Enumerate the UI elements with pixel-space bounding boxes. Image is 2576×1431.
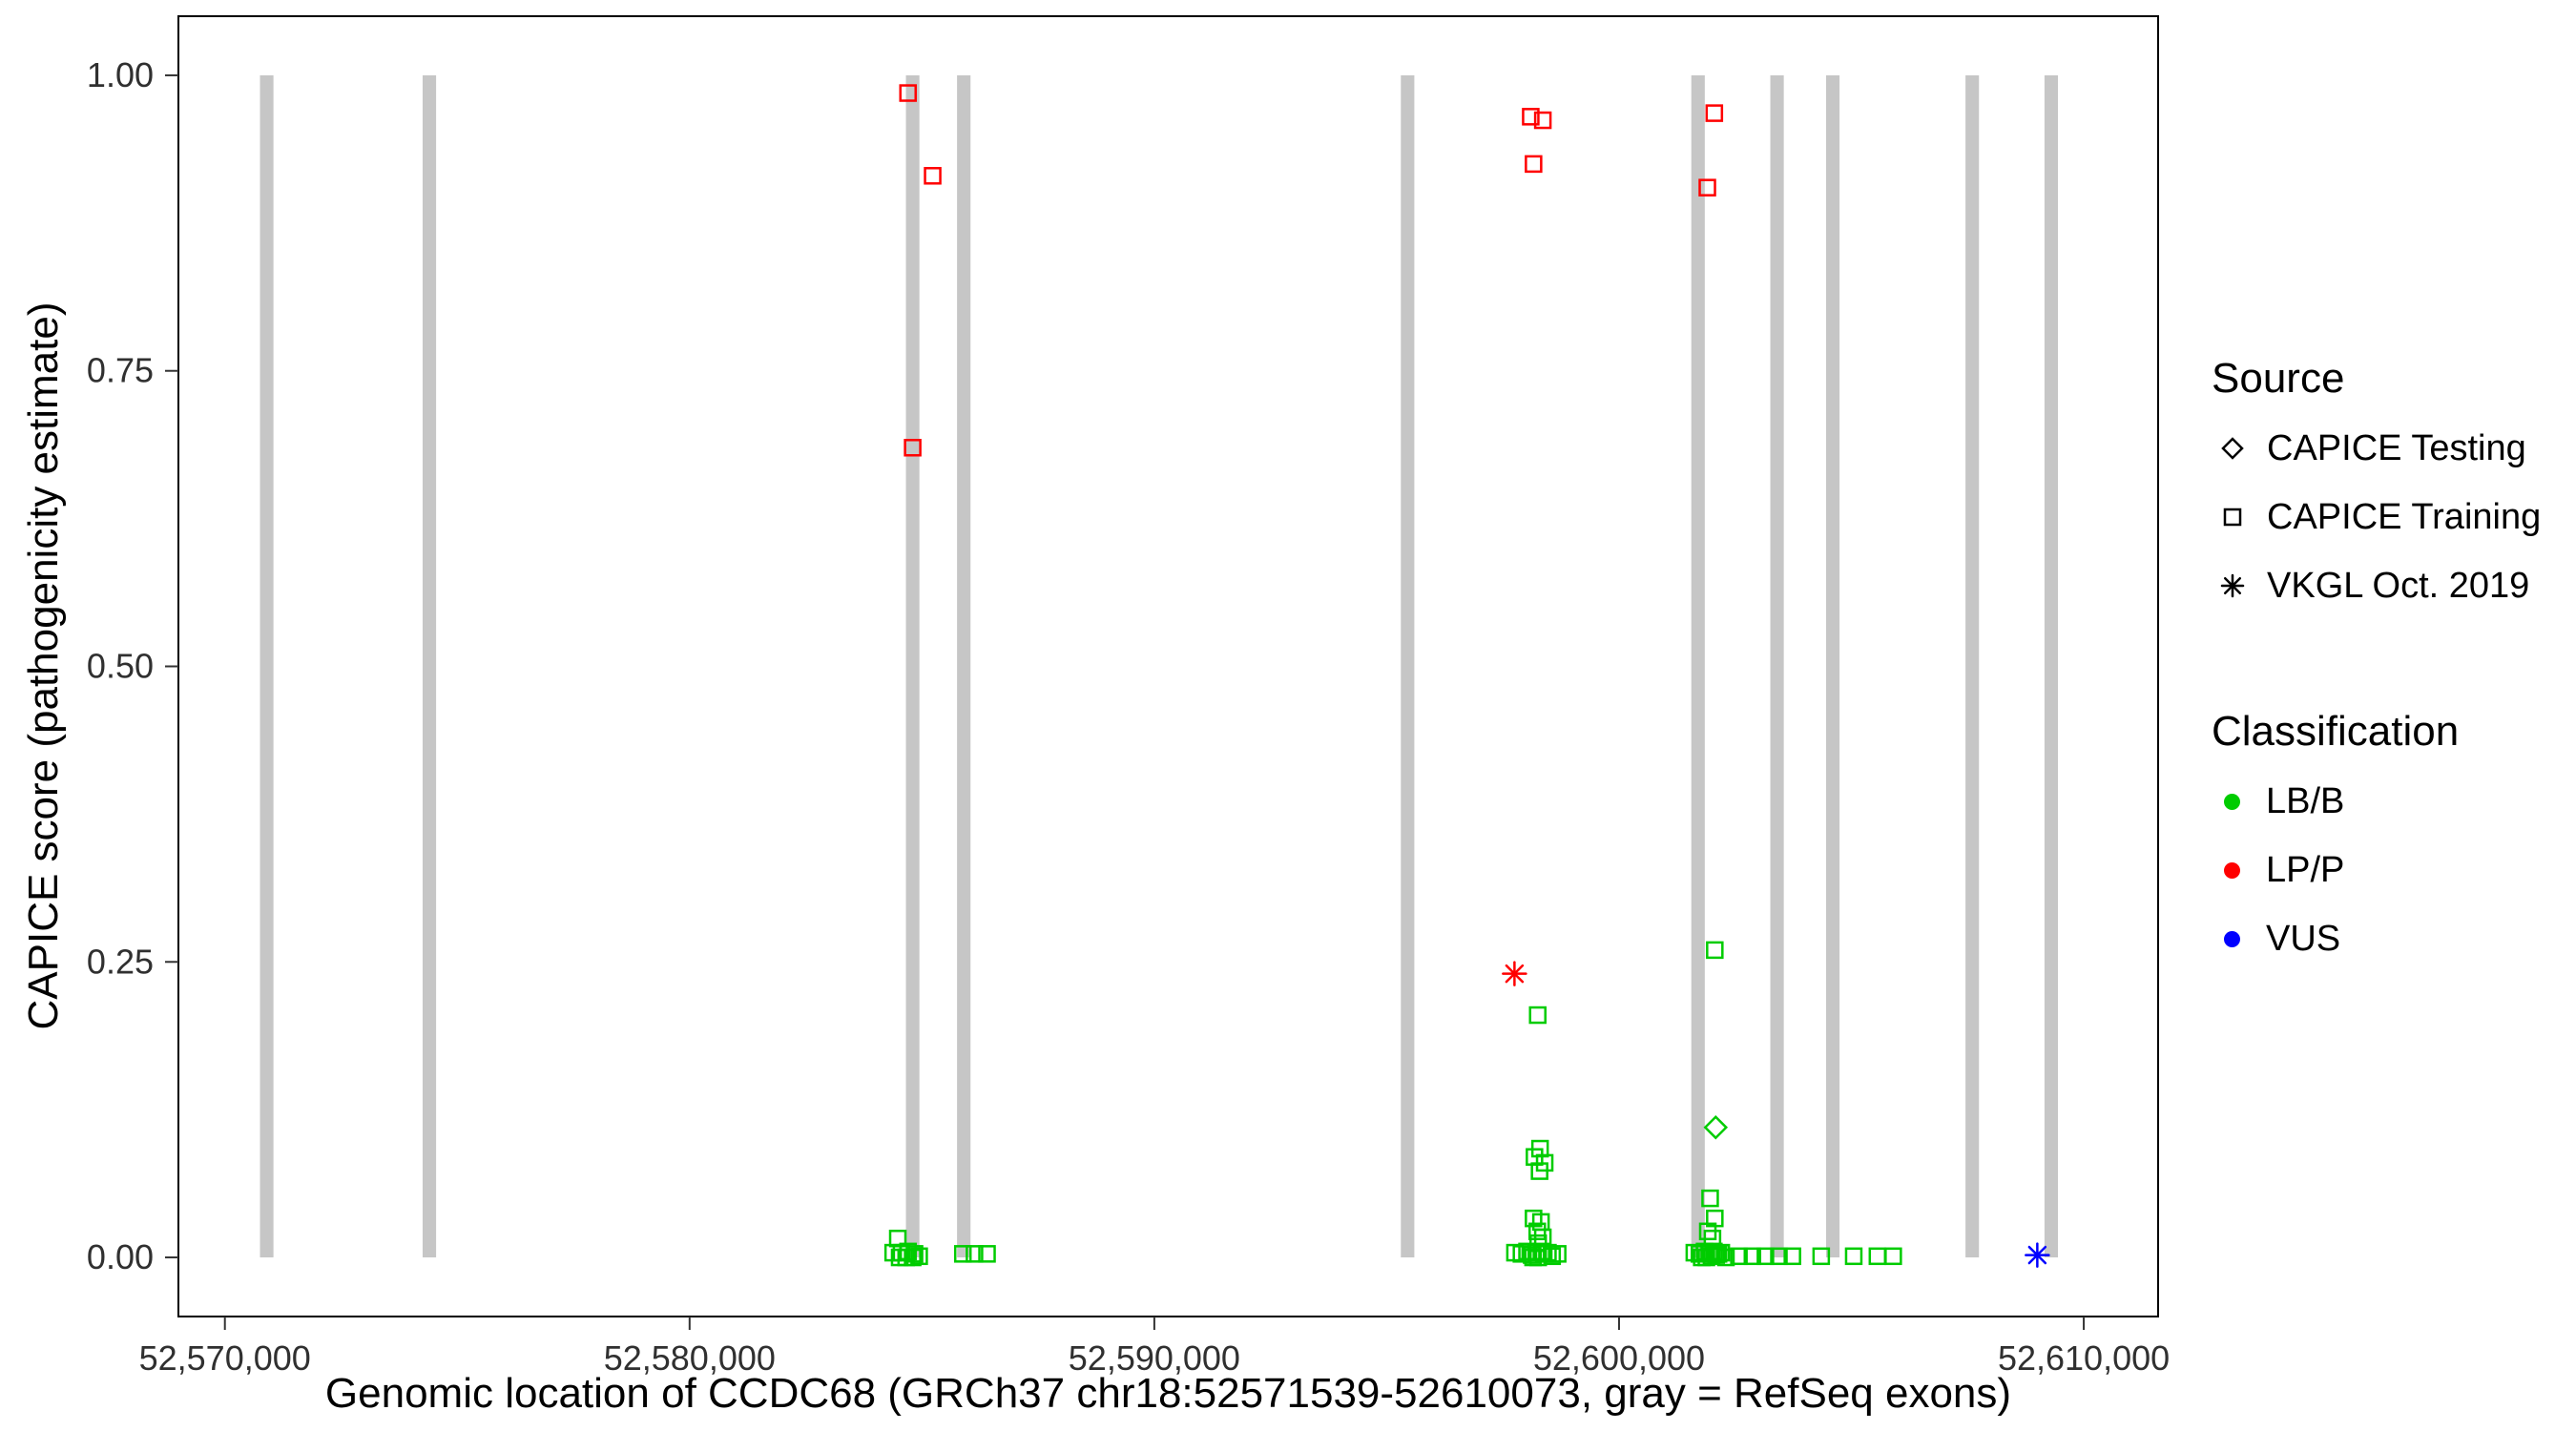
legend-source-title: Source bbox=[2212, 355, 2345, 402]
exon-bar bbox=[2044, 74, 2059, 1258]
x-axis-title: Genomic location of CCDC68 (GRCh37 chr18… bbox=[324, 1370, 2012, 1417]
data-point-square bbox=[1770, 1247, 1788, 1266]
x-tick-label: 52,590,000 bbox=[1069, 1338, 1240, 1378]
data-point-square bbox=[1707, 1246, 1726, 1264]
data-point-square bbox=[1527, 1222, 1547, 1241]
data-point-square bbox=[1530, 1162, 1548, 1180]
data-point-square bbox=[1525, 155, 1543, 174]
data-point-square bbox=[1706, 941, 1724, 960]
y-tick-label: 0.50 bbox=[87, 647, 154, 686]
circle-icon bbox=[2224, 930, 2240, 947]
exon-bar bbox=[1691, 74, 1705, 1258]
data-point-square bbox=[910, 1247, 928, 1266]
data-point-square bbox=[1812, 1247, 1831, 1266]
legend-item-label: LP/P bbox=[2266, 849, 2345, 890]
data-point-square bbox=[1701, 1189, 1719, 1208]
exon-bar bbox=[1825, 74, 1840, 1258]
x-tick-label: 52,570,000 bbox=[139, 1338, 311, 1378]
legend-item-vkgl: VKGL Oct. 2019 bbox=[2212, 565, 2541, 607]
legend-item-label: CAPICE Testing bbox=[2267, 427, 2526, 468]
x-tick-label: 52,610,000 bbox=[1998, 1338, 2170, 1378]
asterisk-icon bbox=[2220, 573, 2245, 598]
data-point-diamond bbox=[1703, 1114, 1729, 1140]
exon-bar bbox=[1965, 74, 1980, 1258]
data-point-asterisk bbox=[2027, 1245, 2047, 1265]
data-point-square bbox=[1712, 1243, 1731, 1262]
data-point-square bbox=[1783, 1247, 1801, 1266]
legend-classification: Classification LB/B LP/P VUS bbox=[2212, 708, 2459, 986]
legend-item-lbb: LB/B bbox=[2212, 780, 2459, 822]
legend-item-label: LB/B bbox=[2266, 780, 2345, 821]
circle-icon bbox=[2224, 793, 2240, 810]
x-tick-label: 52,580,000 bbox=[604, 1338, 776, 1378]
square-icon bbox=[2223, 508, 2242, 527]
data-point-square bbox=[1705, 104, 1724, 122]
diamond-icon bbox=[2221, 437, 2244, 460]
y-tick-label: 1.00 bbox=[87, 55, 154, 94]
legend-item-label: CAPICE Training bbox=[2267, 496, 2542, 537]
legend-item-vus: VUS bbox=[2212, 918, 2459, 960]
data-point-square bbox=[1730, 1247, 1748, 1266]
data-point-square bbox=[1868, 1247, 1887, 1266]
data-point-square bbox=[1528, 1006, 1547, 1025]
legend-item-lpp: LP/P bbox=[2212, 849, 2459, 891]
data-point-square bbox=[1533, 111, 1552, 130]
legend-classification-title: Classification bbox=[2212, 708, 2460, 755]
y-axis-title: CAPICE score (pathogenicity estimate) bbox=[20, 301, 67, 1030]
data-point-square bbox=[1716, 1248, 1735, 1267]
legend-item-capice-testing: CAPICE Testing bbox=[2212, 427, 2541, 469]
data-point-square bbox=[899, 84, 917, 102]
data-point-square bbox=[1528, 1248, 1548, 1267]
legend-item-label: VKGL Oct. 2019 bbox=[2267, 565, 2530, 606]
data-point-square bbox=[1884, 1247, 1902, 1266]
y-tick-label: 0.00 bbox=[87, 1237, 154, 1276]
y-tick-label: 0.25 bbox=[87, 942, 154, 981]
data-point-square bbox=[1698, 178, 1716, 197]
exon-bar bbox=[1401, 74, 1415, 1258]
data-point-square bbox=[953, 1245, 972, 1263]
data-point-square bbox=[1756, 1247, 1775, 1266]
y-tick-label: 0.75 bbox=[87, 351, 154, 390]
data-point-square bbox=[1539, 1243, 1557, 1262]
data-point-square bbox=[924, 167, 942, 185]
data-point-square bbox=[904, 439, 922, 457]
exon-bar bbox=[422, 74, 437, 1258]
data-point-square bbox=[1522, 108, 1540, 126]
exon-bar bbox=[260, 74, 274, 1258]
data-point-square bbox=[1844, 1247, 1863, 1266]
circle-icon bbox=[2224, 861, 2240, 879]
data-point-square bbox=[1548, 1245, 1567, 1263]
data-point-square bbox=[978, 1245, 996, 1263]
legend-item-capice-training: CAPICE Training bbox=[2212, 496, 2541, 538]
data-point-asterisk bbox=[1505, 964, 1525, 984]
legend-item-label: VUS bbox=[2266, 918, 2341, 959]
exon-bar bbox=[957, 74, 971, 1258]
exon-bar bbox=[905, 74, 920, 1258]
data-point-square bbox=[1743, 1247, 1762, 1266]
exon-bar bbox=[1770, 74, 1784, 1258]
data-point-square bbox=[1543, 1247, 1562, 1266]
data-point-square bbox=[966, 1245, 984, 1263]
legend-source: Source CAPICE Testing CAPICE Training VK… bbox=[2212, 355, 2541, 633]
x-tick-label: 52,600,000 bbox=[1533, 1338, 1705, 1378]
panel-border bbox=[177, 15, 2159, 1317]
data-point-square bbox=[1533, 1228, 1552, 1247]
